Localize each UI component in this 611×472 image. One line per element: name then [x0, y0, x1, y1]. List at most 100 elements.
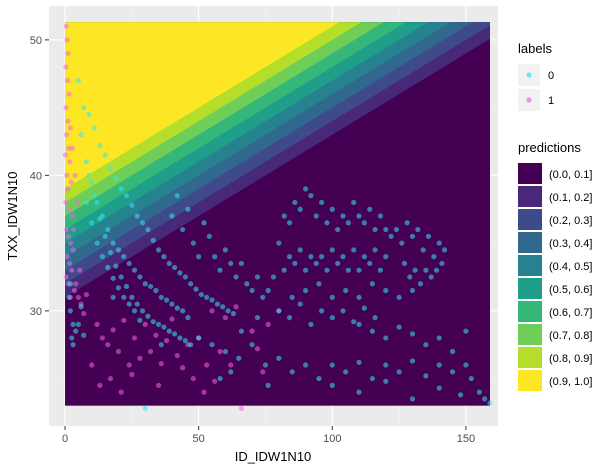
point-label-0 [206, 233, 212, 239]
point-label-1 [73, 281, 79, 287]
point-label-0 [377, 267, 384, 273]
point-label-0 [102, 152, 108, 158]
point-label-0 [412, 267, 418, 273]
point-label-0 [110, 275, 116, 281]
point-label-1 [142, 321, 148, 327]
x-tick-label: 0 [62, 433, 68, 445]
point-label-0 [329, 206, 335, 212]
point-label-0 [129, 202, 135, 208]
point-label-1 [64, 172, 70, 178]
legend-key-point [526, 72, 532, 78]
point-label-0 [105, 226, 111, 233]
point-label-0 [137, 317, 143, 323]
point-label-0 [155, 247, 162, 253]
point-label-1 [212, 378, 218, 384]
prediction-regions [65, 22, 490, 406]
point-label-0 [343, 287, 349, 294]
point-label-0 [161, 254, 167, 260]
point-label-0 [463, 328, 469, 334]
point-label-0 [329, 382, 335, 388]
point-label-0 [396, 369, 402, 375]
point-label-0 [302, 287, 309, 294]
point-label-0 [265, 287, 271, 294]
point-label-0 [383, 378, 389, 384]
point-label-0 [409, 331, 416, 337]
predictions-legend-entry: (0.5, 0.6] [549, 284, 592, 296]
point-label-0 [180, 308, 186, 314]
point-label-0 [335, 260, 341, 267]
point-label-1 [217, 348, 223, 355]
point-label-0 [351, 199, 357, 206]
point-label-0 [172, 264, 178, 271]
point-label-0 [399, 240, 405, 246]
point-label-1 [72, 172, 78, 178]
point-label-1 [158, 361, 164, 367]
labels-legend: labels 0 1 [518, 41, 554, 111]
point-label-0 [423, 267, 429, 273]
point-label-0 [383, 226, 389, 233]
point-label-0 [163, 297, 170, 303]
point-label-0 [409, 287, 416, 294]
point-label-0 [356, 267, 362, 273]
point-label-0 [188, 342, 194, 348]
point-label-1 [115, 348, 122, 355]
predictions-legend-entry: (0.8, 0.9] [549, 353, 592, 365]
point-label-0 [131, 267, 138, 273]
point-label-0 [369, 375, 375, 382]
point-label-1 [65, 50, 71, 57]
point-label-0 [201, 220, 207, 226]
point-label-0 [361, 220, 367, 226]
point-label-1 [118, 389, 124, 395]
point-label-0 [182, 274, 188, 280]
legend-key-point [526, 97, 532, 103]
point-label-0 [145, 313, 151, 319]
point-label-0 [83, 159, 90, 165]
point-label-1 [97, 382, 103, 388]
point-label-0 [319, 199, 325, 206]
point-label-0 [487, 400, 493, 406]
point-label-0 [236, 355, 242, 361]
point-label-0 [356, 389, 362, 395]
point-label-0 [297, 206, 303, 212]
point-label-0 [260, 294, 266, 300]
point-label-0 [324, 267, 330, 273]
predictions-legend-entry: (0.0, 0.1] [549, 169, 592, 181]
point-label-0 [439, 260, 445, 267]
point-label-0 [174, 193, 180, 199]
point-label-0 [249, 342, 255, 348]
point-label-0 [343, 369, 349, 375]
point-label-0 [324, 220, 330, 226]
point-label-0 [369, 281, 375, 287]
point-label-0 [372, 315, 378, 321]
point-label-0 [69, 335, 75, 341]
point-label-0 [329, 362, 335, 368]
point-label-1 [77, 267, 83, 273]
point-label-1 [99, 335, 106, 341]
point-label-0 [372, 226, 378, 233]
point-label-0 [420, 247, 426, 253]
point-label-0 [193, 286, 199, 292]
point-label-0 [105, 264, 111, 271]
predictions-legend-swatch [518, 278, 542, 299]
point-label-0 [78, 304, 84, 310]
point-label-0 [436, 240, 442, 246]
point-label-0 [225, 308, 231, 314]
point-label-1 [66, 91, 72, 97]
point-label-0 [302, 362, 309, 368]
point-label-0 [214, 301, 220, 307]
point-label-0 [289, 369, 295, 375]
predictions-legend-swatch [518, 209, 542, 230]
point-label-0 [383, 254, 389, 260]
point-label-0 [377, 213, 384, 219]
point-label-0 [319, 308, 325, 314]
y-tick-label: 40 [30, 170, 42, 182]
point-label-0 [169, 301, 175, 307]
point-label-1 [89, 362, 95, 368]
point-label-0 [292, 260, 298, 267]
point-label-0 [118, 274, 124, 280]
point-label-0 [185, 206, 191, 212]
point-label-0 [209, 342, 215, 348]
point-label-1 [238, 405, 245, 411]
point-label-0 [99, 254, 106, 260]
